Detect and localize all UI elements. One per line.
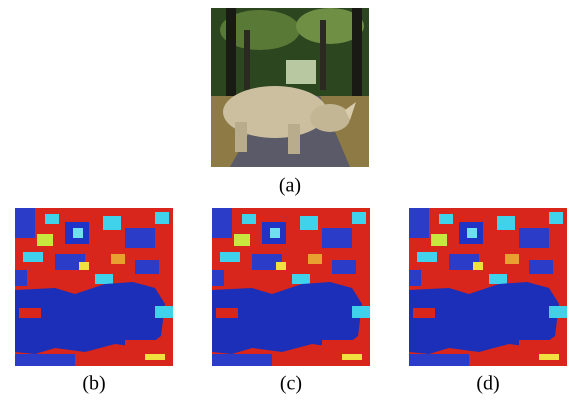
heatmap-c <box>212 208 370 366</box>
shape <box>235 122 247 152</box>
shape <box>288 124 300 154</box>
shape <box>226 8 236 98</box>
caption: (a) <box>279 175 301 197</box>
panel-a-image <box>211 8 369 167</box>
caption: (d) <box>476 373 499 395</box>
heatmap-b <box>15 208 173 366</box>
shape <box>310 104 350 132</box>
shape <box>244 30 250 90</box>
caption: (c) <box>280 373 302 395</box>
caption: (b) <box>82 373 105 395</box>
heatmap-d <box>409 208 567 366</box>
figure: (a) (b) (c) (d) <box>0 0 569 400</box>
shape <box>320 20 326 90</box>
shape <box>286 60 316 84</box>
